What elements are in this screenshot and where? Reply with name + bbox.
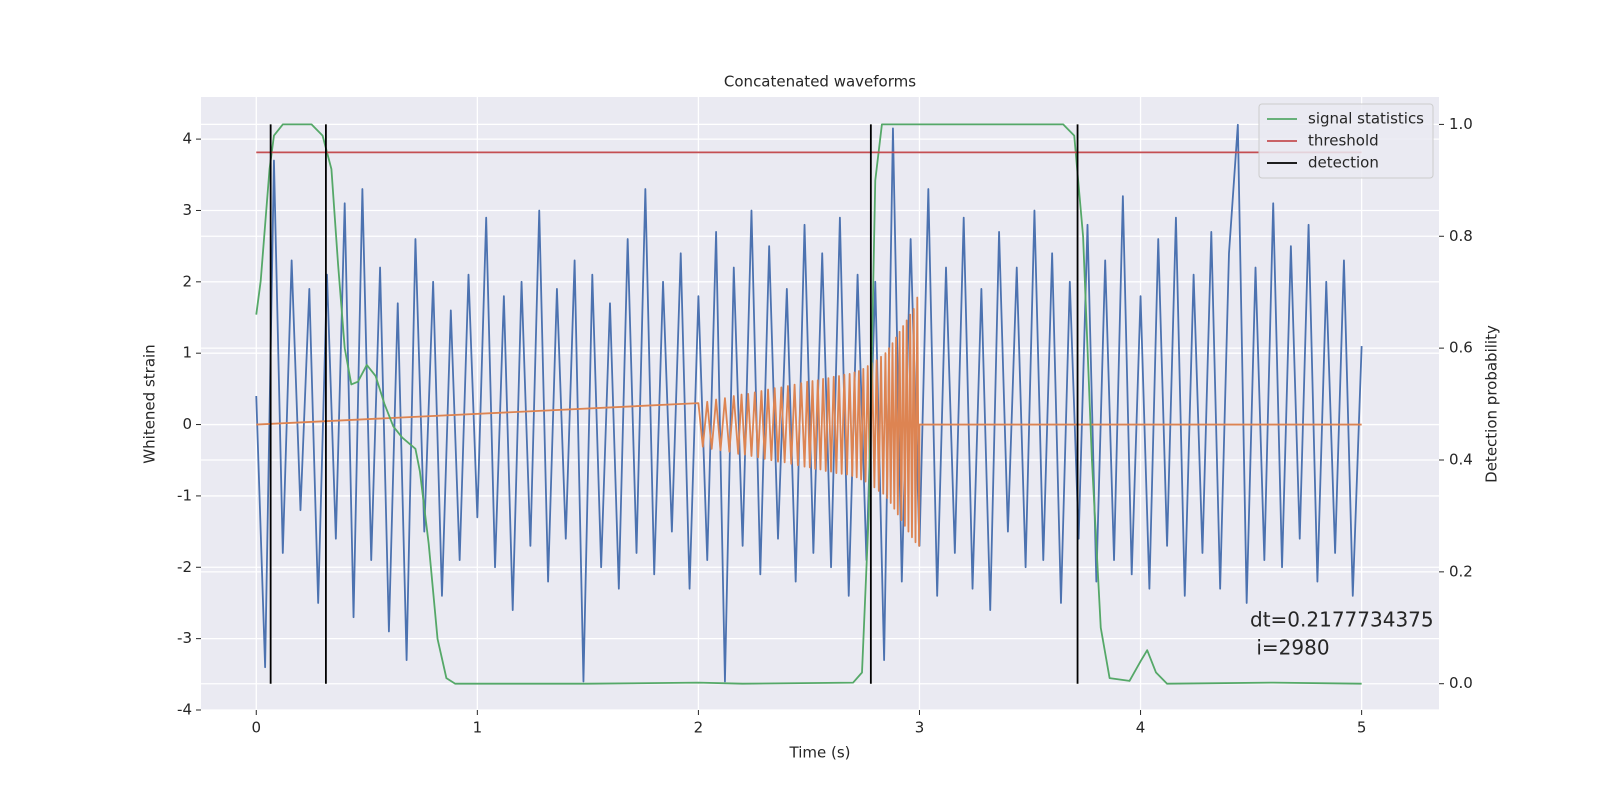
y2-tick-label: 0.8 xyxy=(1449,227,1473,245)
x-tick-label: 2 xyxy=(694,719,704,737)
y-tick-label: -1 xyxy=(177,486,192,504)
x-axis-label: Time (s) xyxy=(789,744,851,762)
annotation: i=2980 xyxy=(1250,636,1330,660)
y2-tick-label: 0.0 xyxy=(1449,674,1473,692)
y2-axis-label: Detection probability xyxy=(1483,325,1501,483)
y2-tick-label: 1.0 xyxy=(1449,115,1473,133)
x-tick-label: 1 xyxy=(473,719,483,737)
y-tick-label: 4 xyxy=(182,130,192,148)
y-tick-label: 0 xyxy=(182,415,192,433)
data-line xyxy=(256,296,1362,547)
y-tick-label: -4 xyxy=(177,701,192,719)
y-tick-label: 2 xyxy=(182,272,192,290)
chart-title: Concatenated waveforms xyxy=(724,73,916,91)
x-tick-label: 5 xyxy=(1357,719,1367,737)
y-tick-label: -3 xyxy=(177,629,192,647)
legend-box xyxy=(1258,103,1434,179)
y2-tick-label: 0.2 xyxy=(1449,562,1473,580)
y2-tick-label: 0.4 xyxy=(1449,450,1473,468)
y-tick-label: 3 xyxy=(182,201,192,219)
x-tick-label: 4 xyxy=(1136,719,1146,737)
data-line xyxy=(255,123,1363,683)
y-axis-label: Whitened strain xyxy=(141,344,159,463)
y-tick-label: 1 xyxy=(182,344,192,362)
legend-label: threshold xyxy=(1308,132,1379,150)
legend-label: detection xyxy=(1308,154,1379,172)
x-tick-label: 0 xyxy=(251,719,261,737)
y-tick-label: -2 xyxy=(177,558,192,576)
y2-tick-label: 0.6 xyxy=(1449,339,1473,357)
x-tick-label: 3 xyxy=(915,719,925,737)
annotation: dt=0.2177734375 xyxy=(1250,608,1434,632)
legend-label: signal statistics xyxy=(1308,110,1424,128)
